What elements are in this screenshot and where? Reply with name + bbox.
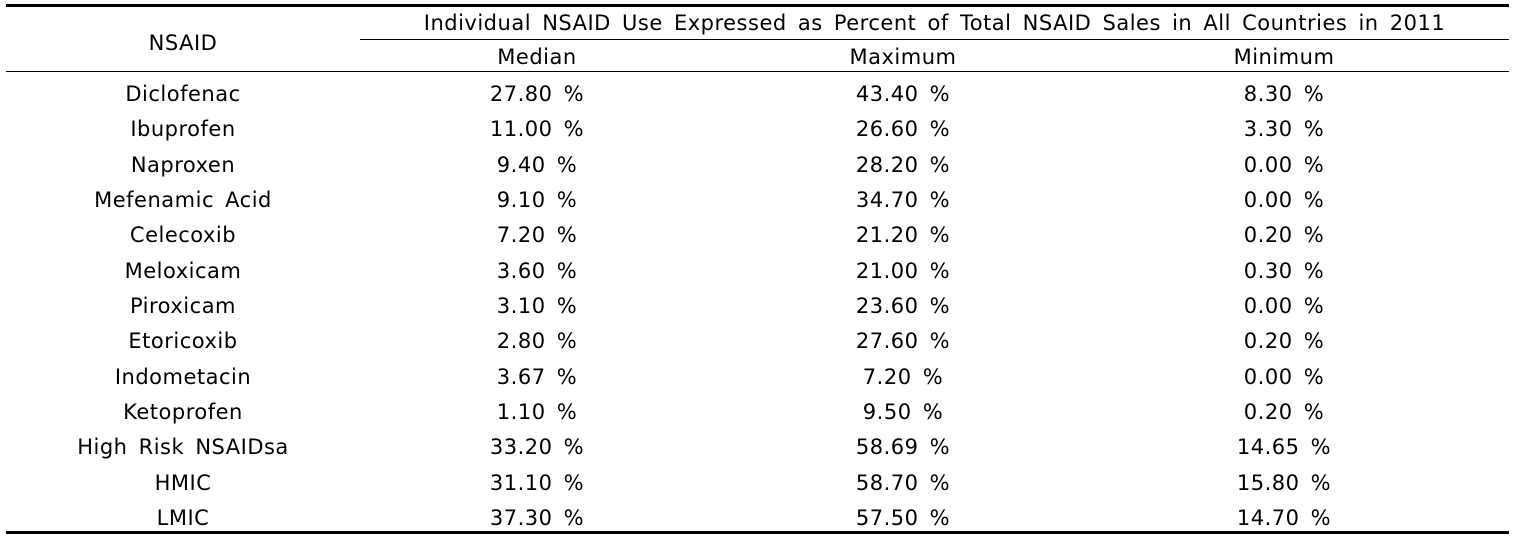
row-name: Celecoxib	[129, 223, 237, 247]
row-maximum: 57.50 %	[855, 506, 951, 530]
header-bottom-rule	[6, 71, 1509, 72]
row-maximum: 9.50 %	[862, 400, 944, 424]
row-maximum: 27.60 %	[855, 329, 951, 353]
row-maximum: 7.20 %	[862, 365, 944, 389]
header-group-rule	[360, 39, 1509, 40]
row-minimum: 0.20 %	[1243, 329, 1325, 353]
row-median: 37.30 %	[489, 506, 585, 530]
row-maximum: 21.00 %	[855, 259, 951, 283]
row-minimum: 0.00 %	[1243, 294, 1325, 318]
row-minimum: 15.80 %	[1236, 471, 1332, 495]
row-median: 27.80 %	[489, 82, 585, 106]
row-minimum: 0.00 %	[1243, 188, 1325, 212]
row-name: Meloxicam	[124, 259, 242, 283]
row-median: 3.10 %	[496, 294, 578, 318]
row-name: Ketoprofen	[123, 400, 243, 424]
row-median: 9.10 %	[496, 188, 578, 212]
row-minimum: 0.20 %	[1243, 223, 1325, 247]
header-nsaid: NSAID	[148, 31, 218, 55]
row-median: 9.40 %	[496, 153, 578, 177]
header-group-title: Individual NSAID Use Expressed as Percen…	[423, 11, 1446, 35]
row-median: 1.10 %	[496, 400, 578, 424]
row-minimum: 0.30 %	[1243, 259, 1325, 283]
row-minimum: 14.65 %	[1236, 435, 1332, 459]
row-minimum: 0.00 %	[1243, 365, 1325, 389]
row-maximum: 34.70 %	[855, 188, 951, 212]
row-maximum: 58.70 %	[855, 471, 951, 495]
row-name: Indometacin	[114, 365, 252, 389]
row-name: LMIC	[156, 506, 210, 530]
row-maximum: 58.69 %	[855, 435, 951, 459]
row-median: 11.00 %	[489, 117, 585, 141]
row-minimum: 0.20 %	[1243, 400, 1325, 424]
row-minimum: 8.30 %	[1243, 82, 1325, 106]
row-median: 3.60 %	[496, 259, 578, 283]
row-maximum: 26.60 %	[855, 117, 951, 141]
table-bottom-rule	[6, 531, 1509, 534]
row-median: 7.20 %	[496, 223, 578, 247]
row-maximum: 21.20 %	[855, 223, 951, 247]
row-maximum: 28.20 %	[855, 153, 951, 177]
header-median: Median	[497, 45, 577, 69]
row-minimum: 0.00 %	[1243, 153, 1325, 177]
row-median: 2.80 %	[496, 329, 578, 353]
row-name: Piroxicam	[129, 294, 237, 318]
row-name: High Risk NSAIDsa	[77, 435, 289, 459]
row-maximum: 23.60 %	[855, 294, 951, 318]
row-name: Naproxen	[130, 153, 236, 177]
row-median: 33.20 %	[489, 435, 585, 459]
row-name: Mefenamic Acid	[94, 188, 272, 212]
row-median: 3.67 %	[496, 365, 578, 389]
row-name: HMIC	[154, 471, 212, 495]
row-minimum: 14.70 %	[1236, 506, 1332, 530]
table-top-rule	[6, 4, 1509, 7]
row-name: Etoricoxib	[128, 329, 238, 353]
row-name: Diclofenac	[125, 82, 241, 106]
row-maximum: 43.40 %	[855, 82, 951, 106]
header-maximum: Maximum	[849, 45, 957, 69]
row-name: Ibuprofen	[130, 117, 236, 141]
row-minimum: 3.30 %	[1243, 117, 1325, 141]
row-median: 31.10 %	[489, 471, 585, 495]
header-minimum: Minimum	[1233, 45, 1335, 69]
